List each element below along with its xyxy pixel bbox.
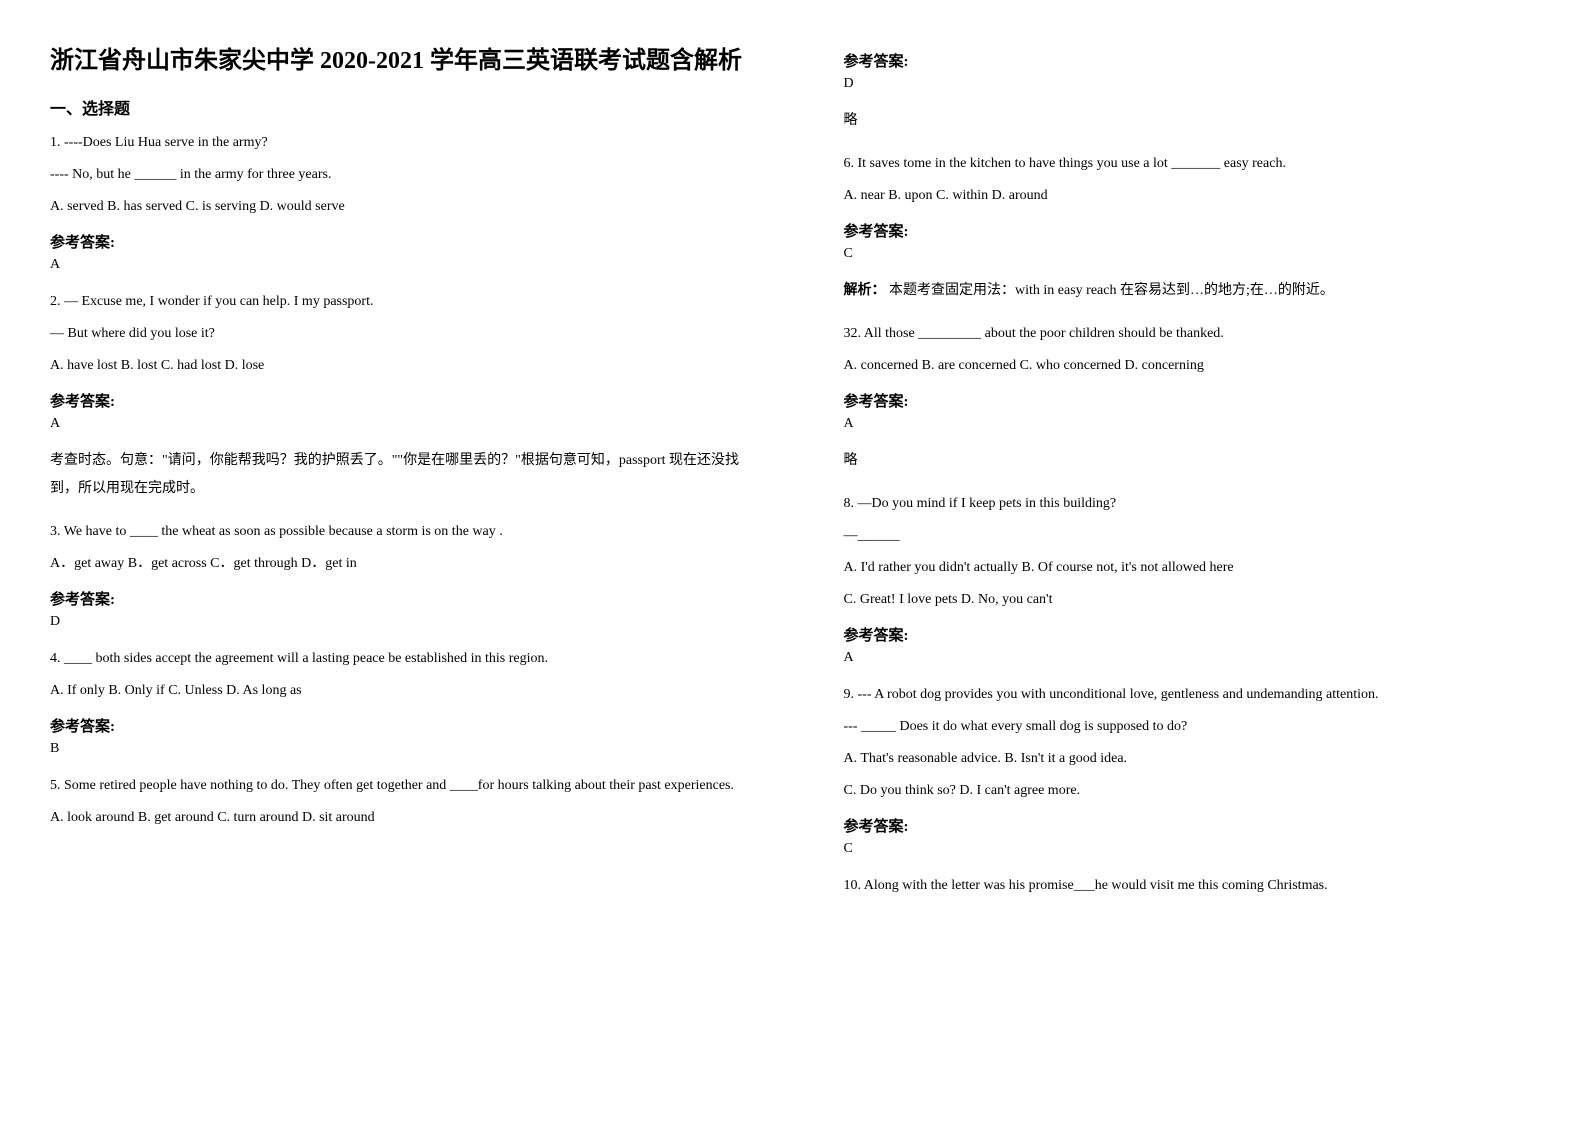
left-column: 浙江省舟山市朱家尖中学 2020-2021 学年高三英语联考试题含解析 一、选择…	[0, 0, 794, 1122]
q5-answer: D	[844, 76, 1538, 92]
q1-line1: 1. ----Does Liu Hua serve in the army?	[50, 129, 744, 157]
q9-answer: C	[844, 841, 1538, 857]
q7-brief: 略	[844, 447, 1538, 475]
q2-line1: 2. — Excuse me, I wonder if you can help…	[50, 288, 744, 316]
q5-brief: 略	[844, 107, 1538, 135]
q6-line1: 6. It saves tome in the kitchen to have …	[844, 150, 1538, 178]
section-header: 一、选择题	[50, 95, 744, 119]
q4-options: A. If only B. Only if C. Unless D. As lo…	[50, 677, 744, 705]
q6-answer: C	[844, 246, 1538, 262]
q5-answer-label: 参考答案:	[844, 50, 1538, 71]
q8-answer: A	[844, 650, 1538, 666]
q6-answer-label: 参考答案:	[844, 220, 1538, 241]
q2-explanation: 考查时态。句意："请问，你能帮我吗？我的护照丢了。""你是在哪里丢的？"根据句意…	[50, 447, 744, 503]
q9-answer-label: 参考答案:	[844, 815, 1538, 836]
q8-options-ab: A. I'd rather you didn't actually B. Of …	[844, 554, 1538, 582]
q3-line1: 3. We have to ____ the wheat as soon as …	[50, 518, 744, 546]
q5-line1: 5. Some retired people have nothing to d…	[50, 772, 744, 800]
q1-line2: ---- No, but he ______ in the army for t…	[50, 161, 744, 189]
document-title: 浙江省舟山市朱家尖中学 2020-2021 学年高三英语联考试题含解析	[50, 40, 744, 75]
q3-answer: D	[50, 614, 744, 630]
q9-options-ab: A. That's reasonable advice. B. Isn't it…	[844, 745, 1538, 773]
q7-options: A. concerned B. are concerned C. who con…	[844, 352, 1538, 380]
q10-line1: 10. Along with the letter was his promis…	[844, 872, 1538, 900]
q4-answer-label: 参考答案:	[50, 715, 744, 736]
q7-answer: A	[844, 416, 1538, 432]
q7-answer-label: 参考答案:	[844, 390, 1538, 411]
q8-line2: —______	[844, 522, 1538, 550]
q4-answer: B	[50, 741, 744, 757]
q8-answer-label: 参考答案:	[844, 624, 1538, 645]
q6-explain-label: 解析：	[844, 283, 886, 298]
q1-answer: A	[50, 257, 744, 273]
q8-options-cd: C. Great! I love pets D. No, you can't	[844, 586, 1538, 614]
q6-explanation: 解析： 本题考查固定用法：with in easy reach 在容易达到…的地…	[844, 277, 1538, 305]
q9-line2: --- _____ Does it do what every small do…	[844, 713, 1538, 741]
q6-explain-text: 本题考查固定用法：with in easy reach 在容易达到…的地方;在……	[889, 283, 1334, 298]
q9-options-cd: C. Do you think so? D. I can't agree mor…	[844, 777, 1538, 805]
q2-line2: — But where did you lose it?	[50, 320, 744, 348]
q4-line1: 4. ____ both sides accept the agreement …	[50, 645, 744, 673]
q9-line1: 9. --- A robot dog provides you with unc…	[844, 681, 1538, 709]
q3-options: A．get away B．get across C．get through D．…	[50, 550, 744, 578]
q3-answer-label: 参考答案:	[50, 588, 744, 609]
q2-answer: A	[50, 416, 744, 432]
q5-options: A. look around B. get around C. turn aro…	[50, 804, 744, 832]
q1-options: A. served B. has served C. is serving D.…	[50, 193, 744, 221]
q6-options: A. near B. upon C. within D. around	[844, 182, 1538, 210]
q2-options: A. have lost B. lost C. had lost D. lose	[50, 352, 744, 380]
q2-answer-label: 参考答案:	[50, 390, 744, 411]
q8-line1: 8. —Do you mind if I keep pets in this b…	[844, 490, 1538, 518]
q1-answer-label: 参考答案:	[50, 231, 744, 252]
q7-line1: 32. All those _________ about the poor c…	[844, 320, 1538, 348]
right-column: 参考答案: D 略 6. It saves tome in the kitche…	[794, 0, 1587, 1122]
